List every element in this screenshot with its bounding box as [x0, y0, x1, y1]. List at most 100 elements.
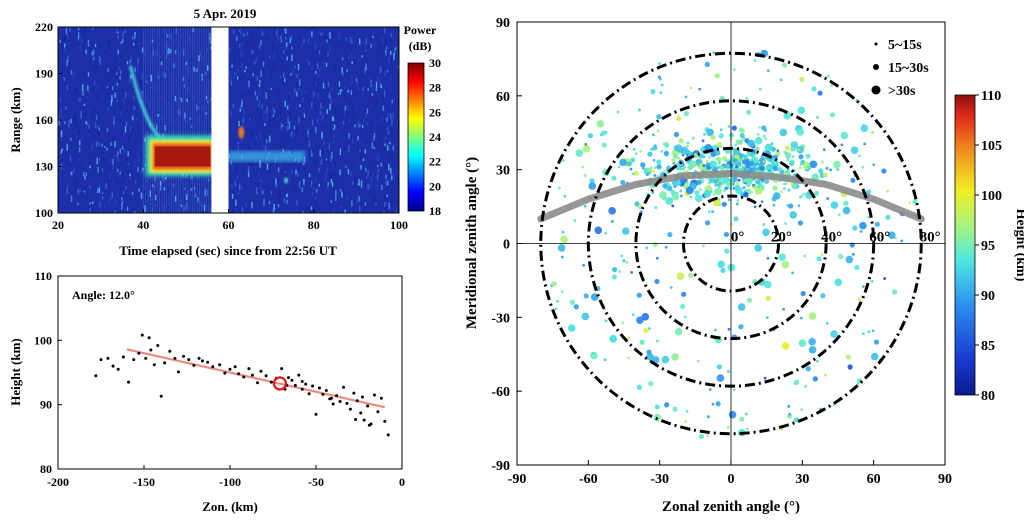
heatmap-noise-speckle: [141, 73, 143, 80]
scatter-point: [321, 392, 325, 396]
heatmap-noise-speckle: [269, 116, 271, 122]
heatmap-noise-speckle: [132, 35, 134, 41]
heatmap-noise-speckle: [61, 115, 63, 123]
heatmap-noise-speckle: [338, 81, 341, 87]
heatmap-noise-speckle: [371, 161, 373, 164]
heatmap-noise-speckle: [342, 111, 345, 117]
heatmap-noise-speckle: [107, 111, 110, 117]
heatmap-noise-speckle: [89, 207, 91, 212]
heatmap-noise-speckle: [256, 59, 258, 64]
polar-echo-point: [761, 125, 767, 131]
heatmap-noise-speckle: [230, 160, 232, 165]
heatmap-noise-speckle: [384, 163, 387, 170]
heatmap-noise-speckle: [116, 194, 118, 198]
heatmap-noise-speckle: [97, 181, 99, 184]
heatmap-noise-speckle: [109, 86, 111, 91]
polar-echo-point: [766, 256, 770, 260]
heatmap-noise-speckle: [380, 84, 382, 89]
heatmap-noise-speckle: [318, 50, 321, 55]
heatmap-noise-speckle: [346, 94, 348, 98]
heatmap-noise-speckle: [373, 41, 376, 47]
heatmap-noise-speckle: [386, 194, 388, 197]
polar-echo-point: [706, 434, 710, 437]
heatmap-noise-speckle: [106, 128, 109, 132]
heatmap-noise-speckle: [144, 138, 146, 142]
polar-echo-point: [732, 68, 736, 72]
heatmap-noise-speckle: [175, 212, 177, 213]
heatmap-noise-speckle: [252, 52, 255, 58]
heatmap-noise-speckle: [302, 162, 304, 166]
heatmap-noise-speckle: [112, 159, 114, 165]
polar-echo-point: [781, 62, 788, 68]
heatmap-noise-speckle: [269, 162, 272, 167]
polar-echo-point: [745, 427, 749, 431]
heatmap-noise-speckle: [326, 109, 329, 115]
heatmap-noise-speckle: [251, 142, 253, 148]
polar-echo-point: [796, 146, 804, 154]
heatmap-noise-speckle: [286, 56, 288, 61]
heatmap-noise-speckle: [345, 37, 348, 42]
heatmap-noise-speckle: [235, 71, 237, 76]
heatmap-noise-speckle: [78, 157, 80, 161]
polar-echo-point: [674, 144, 683, 153]
heatmap-noise-speckle: [279, 141, 282, 148]
heatmap-noise-speckle: [134, 161, 136, 168]
scatter-point: [163, 361, 167, 365]
polar-echo-point: [736, 181, 739, 185]
heatmap-noise-speckle: [298, 87, 300, 91]
heatmap-noise-speckle: [386, 50, 388, 56]
heatmap-noise-speckle: [87, 201, 89, 209]
heatmap-noise-speckle: [271, 76, 273, 81]
heatmap-noise-speckle: [61, 148, 63, 152]
heatmap-noise-speckle: [330, 155, 332, 162]
heatmap-noise-speckle: [397, 37, 399, 45]
heatmap-noise-speckle: [240, 51, 243, 58]
scatter-point: [360, 395, 364, 399]
polar-echo-point: [660, 83, 664, 87]
heatmap-ytick-label: 130: [35, 160, 53, 174]
polar-echo-point: [747, 139, 756, 148]
heatmap-noise-speckle: [311, 191, 314, 197]
heatmap-noise-speckle: [231, 58, 234, 62]
heatmap-noise-speckle: [384, 52, 386, 56]
heatmap-noise-speckle: [227, 143, 230, 147]
heatmap-noise-speckle: [153, 75, 155, 79]
heatmap-noise-speckle: [259, 174, 262, 181]
heatmap-xtick-label: 20: [52, 218, 64, 232]
polar-echo-point: [873, 339, 880, 345]
heatmap-noise-speckle: [89, 108, 91, 112]
heatmap-noise-speckle: [229, 177, 232, 184]
polar-echo-point: [802, 192, 806, 196]
polar-echo-point: [821, 160, 824, 164]
heatmap-noise-speckle: [82, 136, 84, 144]
heatmap-noise-speckle: [265, 60, 267, 64]
heatmap-noise-speckle: [119, 58, 121, 64]
heatmap-noise-speckle: [126, 206, 129, 211]
power-colorbar-title-1: Power: [404, 23, 437, 37]
heatmap-noise-speckle: [266, 163, 269, 170]
heatmap-noise-speckle: [160, 61, 163, 66]
heatmap-noise-speckle: [97, 84, 99, 90]
heatmap-noise-speckle: [162, 174, 164, 182]
heatmap-noise-speckle: [75, 179, 77, 185]
heatmap-noise-speckle: [128, 75, 131, 82]
heatmap-noise-speckle: [194, 69, 196, 73]
polar-echo-point: [804, 385, 807, 388]
heatmap-noise-speckle: [140, 80, 142, 88]
heatmap-noise-speckle: [339, 114, 341, 117]
polar-echo-point: [573, 219, 577, 222]
heatmap-noise-speckle: [344, 146, 346, 151]
heatmap-noise-speckle: [256, 56, 258, 60]
heatmap-noise-speckle: [285, 194, 288, 197]
heatmap-noise-speckle: [150, 114, 152, 118]
heatmap-noise-speckle: [87, 72, 90, 77]
polar-echo-point: [872, 163, 876, 167]
heatmap-noise-speckle: [229, 206, 231, 210]
heatmap-noise-speckle: [258, 93, 260, 97]
heatmap-noise-speckle: [125, 121, 128, 127]
heatmap-noise-speckle: [144, 167, 146, 175]
heatmap-noise-speckle: [387, 112, 389, 119]
heatmap-noise-speckle: [127, 151, 129, 157]
polar-echo-point: [796, 128, 805, 136]
heatmap-noise-speckle: [129, 202, 131, 208]
